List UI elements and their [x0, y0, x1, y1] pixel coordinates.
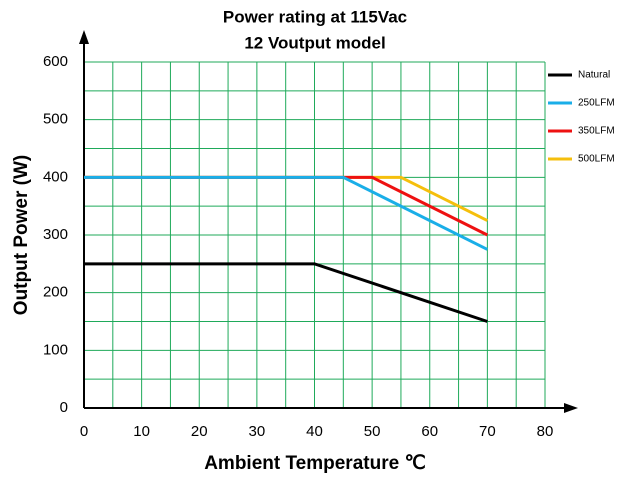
x-tick-label: 10: [133, 423, 150, 440]
y-tick-label: 400: [43, 168, 68, 185]
x-tick-label: 40: [306, 423, 323, 440]
y-tick-label: 100: [43, 341, 68, 358]
x-tick-label: 50: [364, 423, 381, 440]
y-axis-arrow: [79, 30, 89, 44]
x-tick-label: 80: [537, 423, 554, 440]
x-axis-arrow: [564, 403, 578, 413]
y-tick-label: 600: [43, 53, 68, 70]
x-tick-label: 60: [421, 423, 438, 440]
series-line: [84, 262, 488, 323]
x-tick-label: 20: [191, 423, 208, 440]
x-tick-label: 70: [479, 423, 496, 440]
x-axis-label: Ambient Temperature ℃: [204, 453, 426, 474]
x-tick-label: 30: [249, 423, 266, 440]
y-tick-label: 500: [43, 111, 68, 128]
chart-subtitle: 12 Voutput model: [244, 33, 385, 52]
chart-title: Power rating at 115Vac: [223, 7, 407, 26]
x-tick-label: 0: [80, 423, 88, 440]
legend-label: Natural: [578, 70, 610, 81]
legend-label: 350LFM: [578, 126, 615, 137]
legend-label: 500LFM: [578, 154, 615, 165]
y-tick-label: 200: [43, 284, 68, 301]
legend-label: 250LFM: [578, 98, 615, 109]
series-line: [84, 175, 489, 251]
y-tick-label: 0: [60, 399, 68, 416]
y-axis-label: Output Power (W): [11, 155, 32, 315]
y-tick-label: 300: [43, 226, 68, 243]
